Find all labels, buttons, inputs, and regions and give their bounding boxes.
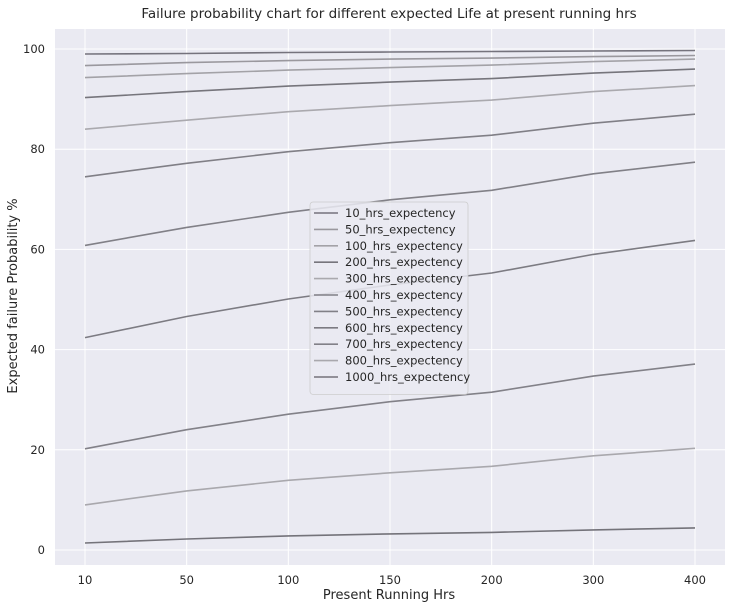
series-lines	[84, 49, 696, 544]
legend-label: 600_hrs_expectency	[345, 321, 463, 335]
y-axis-ticks: 0 20 40 60 80 100	[23, 42, 45, 557]
series-line-500-hrs-expectency	[84, 161, 696, 247]
legend-label: 100_hrs_expectency	[345, 239, 463, 253]
y-tick-label: 100	[23, 42, 45, 56]
series-line-800-hrs-expectency	[84, 447, 696, 506]
x-axis-label: Present Running Hrs	[323, 588, 455, 603]
legend: 10_hrs_expectency 50_hrs_expectency 100_hr…	[309, 201, 470, 395]
series-line-700-hrs-expectency	[84, 363, 696, 450]
x-tick-label: 300	[582, 573, 604, 587]
legend-box	[309, 201, 469, 395]
x-tick-label: 50	[179, 573, 194, 587]
legend-label: 300_hrs_expectency	[345, 272, 463, 286]
y-tick-label: 0	[38, 543, 45, 557]
legend-label: 50_hrs_expectency	[345, 222, 456, 236]
legend-label: 500_hrs_expectency	[345, 304, 463, 318]
chart-title: Failure probability chart for different …	[141, 6, 636, 22]
legend-label: 800_hrs_expectency	[345, 354, 463, 368]
y-axis-label: Expected failure Probability %	[6, 198, 21, 393]
series-line-200-hrs-expectency	[84, 68, 696, 99]
series-line-100-hrs-expectency	[84, 58, 696, 79]
series-line-50-hrs-expectency	[84, 54, 696, 67]
legend-label: 10_hrs_expectency	[345, 206, 456, 220]
series-line-400-hrs-expectency	[84, 113, 696, 178]
x-tick-label: 200	[481, 573, 503, 587]
y-tick-label: 40	[30, 343, 45, 357]
legend-label: 200_hrs_expectency	[345, 255, 463, 269]
y-tick-label: 80	[30, 142, 45, 156]
legend-label: 700_hrs_expectency	[345, 337, 463, 351]
x-tick-label: 10	[78, 573, 93, 587]
series-line-10-hrs-expectency	[84, 49, 696, 55]
legend-label: 400_hrs_expectency	[345, 288, 463, 302]
x-axis-ticks: 10 50 100 150 200 300 400	[78, 573, 706, 587]
y-tick-label: 60	[30, 242, 45, 256]
x-tick-label: 150	[379, 573, 401, 587]
x-tick-label: 100	[277, 573, 299, 587]
y-tick-label: 20	[30, 443, 45, 457]
series-line-300-hrs-expectency	[84, 84, 696, 130]
series-line-1000-hrs-expectency	[84, 527, 696, 544]
x-tick-label: 400	[684, 573, 706, 587]
legend-label: 1000_hrs_expectency	[345, 370, 470, 384]
